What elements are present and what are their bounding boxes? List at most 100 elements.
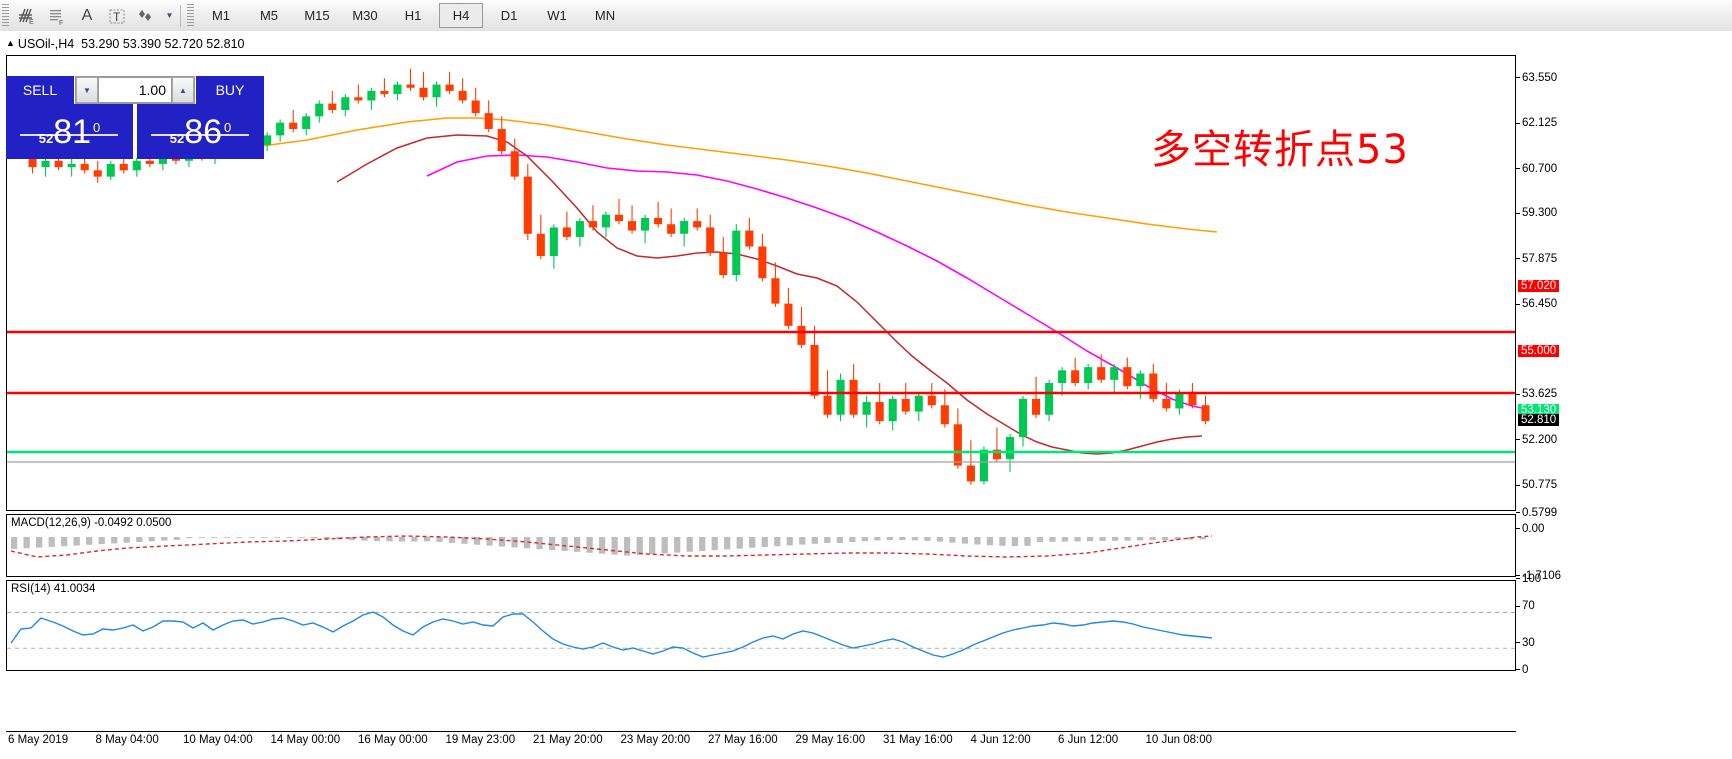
volume-decrease-button[interactable]: ▼ — [76, 77, 98, 103]
chart-annotation-text: 多空转折点53 — [1151, 127, 1409, 173]
price-tick-52-200: 52.200 — [1516, 434, 1557, 446]
candle-body — [28, 151, 37, 168]
candle-body — [797, 325, 806, 345]
timeframe-m15[interactable]: M15 — [304, 8, 330, 23]
candle-body — [862, 402, 871, 415]
timeframe-mn[interactable]: MN — [594, 8, 616, 23]
macd-histogram-bar — [573, 537, 581, 552]
svg-text:T: T — [113, 10, 121, 24]
templates-icon[interactable]: F — [42, 1, 72, 30]
candle-body — [562, 227, 571, 237]
ma-red-line — [336, 134, 1203, 455]
price-marker-53-130[interactable]: 53.130 — [1518, 404, 1560, 417]
timeframe-d1[interactable]: D1 — [500, 8, 518, 23]
macd-panel[interactable]: MACD(12,26,9) -0.0492 0.0500 — [6, 514, 1516, 577]
indicators-icon[interactable]: E — [12, 1, 42, 30]
price-marker-55-000[interactable]: 55.000 — [1518, 344, 1560, 357]
macd-histogram-bar — [1049, 537, 1056, 542]
candle-body — [680, 221, 689, 234]
price-marker-57-020[interactable]: 57.020 — [1518, 280, 1560, 293]
objects-icon[interactable] — [132, 1, 162, 30]
macd-tick-_1_7106: -1.7106 — [1516, 570, 1561, 582]
macd-histogram-bar — [1036, 537, 1044, 542]
candle-body — [719, 252, 728, 276]
volume-increase-button[interactable]: ▲ — [172, 77, 194, 103]
macd-histogram-bar — [1011, 537, 1019, 546]
macd-histogram-bar — [1124, 537, 1131, 541]
timeframe-h4[interactable]: H4 — [439, 3, 483, 28]
buy-price-fraction: 0 — [224, 119, 232, 135]
candle-body — [771, 278, 780, 304]
candle-body — [1136, 373, 1145, 387]
macd-histogram-bar — [824, 537, 831, 543]
price-tick-59-300: 59.300 — [1516, 207, 1557, 219]
macd-histogram-bar — [611, 537, 618, 555]
text-label-icon-svg: T — [109, 9, 125, 24]
timeframe-m5[interactable]: M5 — [259, 8, 279, 23]
macd-histogram-bar — [273, 537, 280, 538]
buy-button[interactable]: BUY — [196, 76, 264, 104]
price-tick-label: 53.625 — [1522, 388, 1558, 401]
macd-histogram-bar — [936, 537, 944, 542]
price-tick-label: 63.550 — [1522, 71, 1558, 84]
objects-icon-svg — [139, 9, 151, 21]
macd-histogram-bar — [161, 537, 168, 541]
price-chart-svg — [7, 68, 1515, 485]
macd-histogram-bar — [1086, 537, 1094, 542]
macd-histogram-bar — [123, 537, 130, 543]
macd-histogram-bar — [686, 537, 693, 552]
objects-dropdown-caret[interactable]: ▼ — [162, 1, 176, 30]
indicators-icon-svg: E — [19, 8, 34, 26]
rsi-tick-label: 0 — [1522, 664, 1529, 676]
sell-price-main: 81 — [53, 112, 92, 151]
volume-stepper[interactable]: ▼ 1.00 ▲ — [75, 76, 195, 104]
macd-label: MACD(12,26,9) -0.0492 0.0500 — [11, 517, 172, 529]
macd-tick-label: -1.7106 — [1522, 570, 1562, 582]
macd-histogram-bar — [211, 537, 218, 538]
macd-histogram-bar — [874, 537, 881, 541]
candle-body — [41, 160, 50, 168]
macd-signal-line — [10, 535, 1213, 558]
sell-underline — [20, 134, 118, 136]
candle-body — [914, 395, 923, 412]
macd-histogram-bar — [1024, 537, 1031, 546]
one-click-trading-panel[interactable]: SELL ▼ 1.00 ▲ BUY 52 81 0 52 86 0 — [6, 76, 264, 159]
rsi-tick-70: 70 — [1516, 600, 1535, 612]
timeframe-h1[interactable]: H1 — [404, 8, 422, 23]
macd-histogram-bar — [674, 537, 681, 553]
candle-body — [1071, 370, 1080, 384]
toolbar-grip-2[interactable] — [187, 4, 194, 27]
candle-body — [328, 103, 337, 110]
text-icon[interactable]: A — [72, 1, 102, 30]
timeframe-w1[interactable]: W1 — [547, 8, 567, 23]
candle-body — [745, 230, 754, 247]
macd-histogram-bar — [749, 537, 756, 548]
macd-histogram-bar — [999, 537, 1006, 546]
candle-body — [1123, 367, 1132, 387]
text-label-icon[interactable]: T — [102, 1, 132, 30]
macd-histogram-bar — [799, 537, 806, 545]
sell-price-display[interactable]: 52 81 0 — [6, 104, 133, 159]
buy-price-display[interactable]: 52 86 0 — [137, 104, 264, 159]
macd-histogram-bar — [236, 537, 243, 538]
macd-histogram-bar — [73, 537, 80, 546]
candle-body — [289, 122, 298, 130]
candle-body — [367, 90, 376, 101]
candle-body — [588, 221, 597, 228]
macd-histogram-bar — [348, 537, 356, 541]
toolbar-grip-1[interactable] — [2, 4, 9, 27]
rsi-panel[interactable]: RSI(14) 41.0034 — [6, 580, 1516, 671]
macd-histogram-bar — [423, 537, 431, 542]
candle-body — [654, 217, 663, 225]
candle-body — [1175, 392, 1184, 409]
price-tick-label: 50.775 — [1522, 479, 1558, 492]
price-axis[interactable]: 63.550 62.125 60.700 59.300 57.875 56.450 53.6… — [1516, 55, 1732, 731]
timeframe-m1[interactable]: M1 — [211, 8, 231, 23]
collapse-icon[interactable]: ▲ — [6, 38, 15, 48]
timeframe-m30[interactable]: M30 — [352, 8, 378, 23]
volume-input[interactable]: 1.00 — [98, 77, 172, 103]
candle-body — [406, 84, 415, 88]
time-axis-label: 23 May 20:00 — [620, 734, 691, 746]
price-marker-52-810[interactable]: 52.810 — [1518, 414, 1560, 427]
sell-button[interactable]: SELL — [6, 76, 74, 104]
